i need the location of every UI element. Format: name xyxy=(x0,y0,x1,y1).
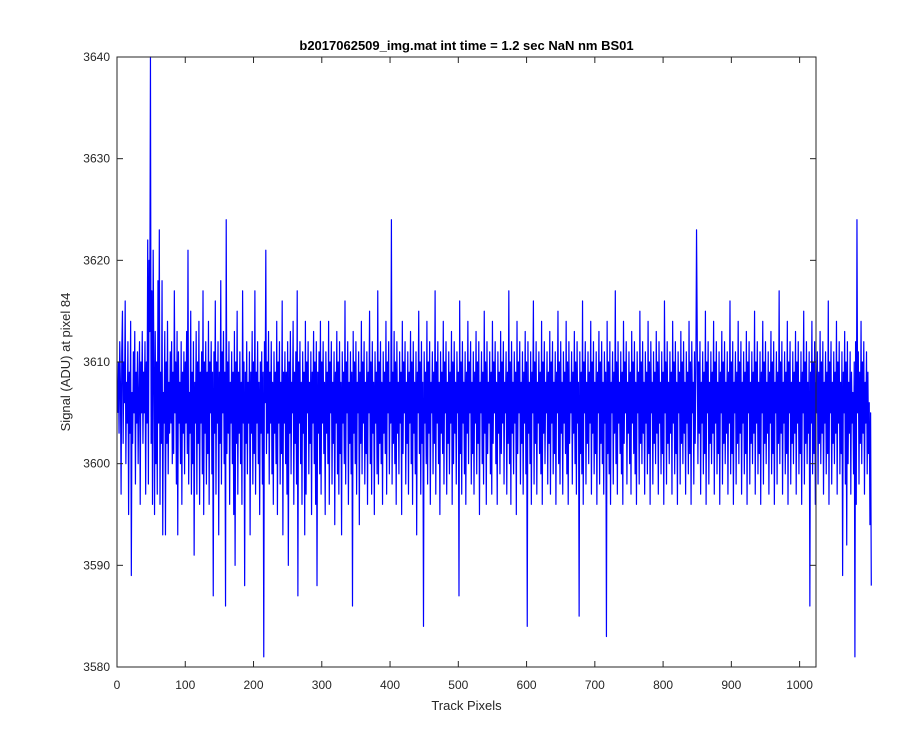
y-tick-label: 3620 xyxy=(83,253,110,267)
tick-layer: 0 100 200 300 400 500 600 700 800 900 1000 3580 3590… xyxy=(83,50,816,692)
series-line-0 xyxy=(117,56,872,658)
chart-title: b2017062509_img.mat int time = 1.2 sec N… xyxy=(299,38,633,53)
y-tick-label: 3590 xyxy=(83,558,110,572)
y-tick-label: 3630 xyxy=(83,152,110,166)
x-tick-label: 100 xyxy=(175,678,195,692)
x-tick-label: 600 xyxy=(517,678,537,692)
y-tick-label: 3610 xyxy=(83,355,110,369)
x-tick-label: 800 xyxy=(653,678,673,692)
x-axis-label: Track Pixels xyxy=(431,698,502,713)
x-tick-label: 300 xyxy=(312,678,332,692)
y-tick-label: 3600 xyxy=(83,457,110,471)
x-tick-label: 200 xyxy=(244,678,264,692)
y-tick-label: 3580 xyxy=(83,660,110,674)
x-tick-label: 500 xyxy=(448,678,468,692)
x-tick-label: 900 xyxy=(721,678,741,692)
axes-frame xyxy=(116,56,817,668)
x-tick-label: 400 xyxy=(380,678,400,692)
data-layer xyxy=(117,56,872,658)
x-tick-label: 700 xyxy=(585,678,605,692)
y-axis-label: Signal (ADU) at pixel 84 xyxy=(58,293,73,432)
x-tick-label: 0 xyxy=(114,678,121,692)
y-tick-label: 3640 xyxy=(83,50,110,64)
x-tick-label: 1000 xyxy=(786,678,813,692)
